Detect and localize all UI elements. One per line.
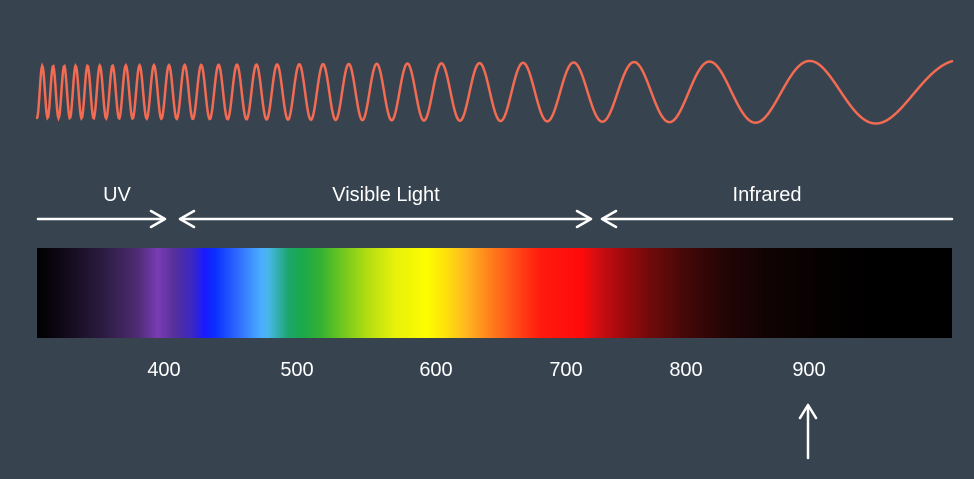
visible-range-arrow (178, 209, 593, 229)
spectrum-bar (37, 248, 952, 338)
tick-label-500: 500 (280, 359, 314, 381)
infrared-label: Infrared (732, 184, 802, 206)
tick-label-600: 600 (419, 359, 453, 381)
wave-curve (35, 59, 954, 125)
tick-label-900: 900 (792, 359, 826, 381)
uv-range-arrow (36, 209, 167, 229)
uv-label: UV (103, 184, 131, 206)
tick-label-800: 800 (669, 359, 703, 381)
region-arrows (36, 209, 954, 229)
tick-label-700: 700 (549, 359, 583, 381)
up-arrow-icon (798, 403, 818, 460)
tick-label-400: 400 (147, 359, 181, 381)
wavelength-wave (35, 59, 954, 125)
visible-light-label: Visible Light (332, 184, 440, 206)
infrared-range-arrow (600, 209, 954, 229)
